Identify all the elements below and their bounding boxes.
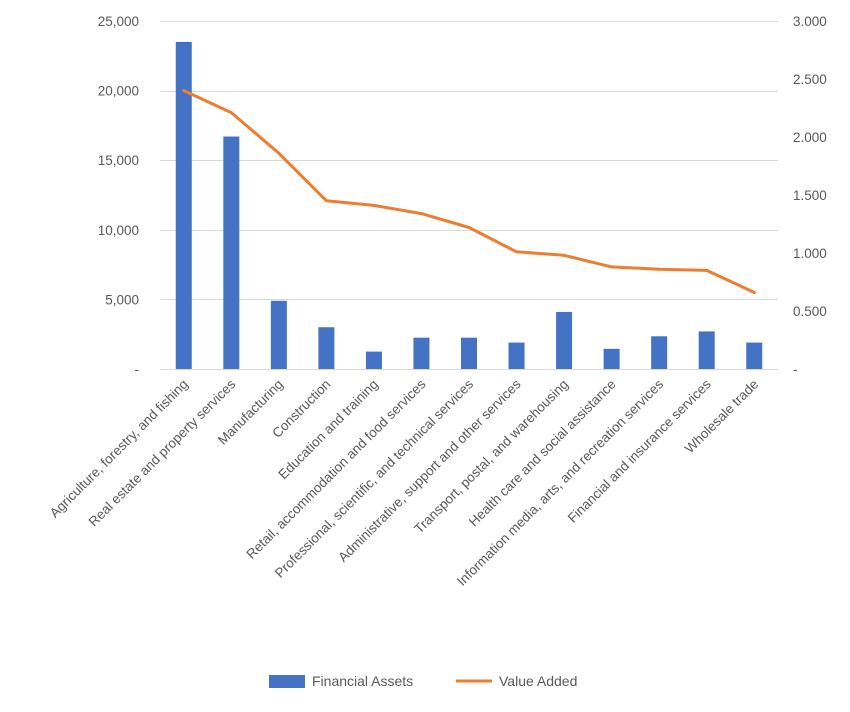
point-value-added xyxy=(419,212,423,216)
left-axis-tick-label: 10,000 xyxy=(98,223,139,238)
bar-financial-assets xyxy=(413,337,430,369)
gridlines xyxy=(160,21,778,370)
bar-financial-assets xyxy=(746,342,763,369)
legend-label-financial-assets: Financial Assets xyxy=(312,673,413,689)
point-value-added xyxy=(610,265,614,269)
bar-financial-assets xyxy=(603,348,620,369)
right-axis-ticks: - 0.500 1.000 1.500 2.000 2.500 3.000 xyxy=(793,14,827,377)
bar-financial-assets xyxy=(651,336,668,369)
point-value-added xyxy=(229,111,233,115)
point-value-added xyxy=(182,89,186,93)
left-axis-tick-label: 25,000 xyxy=(98,14,139,29)
bar-financial-assets xyxy=(556,311,573,369)
point-value-added xyxy=(515,250,519,254)
value-added-line xyxy=(182,89,756,294)
bar-financial-assets xyxy=(461,337,477,369)
point-value-added xyxy=(372,203,376,207)
right-axis-tick-label: 1.000 xyxy=(793,246,827,261)
left-axis-tick-label: - xyxy=(135,362,140,377)
right-axis-tick-label: 3.000 xyxy=(793,14,827,29)
legend: Financial Assets Value Added xyxy=(269,673,577,689)
point-value-added xyxy=(752,290,756,294)
left-axis-tick-label: 20,000 xyxy=(98,84,139,99)
right-axis-tick-label: 0.500 xyxy=(793,304,827,319)
right-axis-tick-label: 1.500 xyxy=(793,188,827,203)
bar-financial-assets xyxy=(270,300,287,369)
left-axis-ticks: - 5,000 10,000 15,000 20,000 25,000 xyxy=(98,14,139,377)
bar-financial-assets xyxy=(508,342,525,369)
bar-financial-assets xyxy=(175,41,192,369)
point-value-added xyxy=(324,199,328,203)
left-axis-tick-label: 5,000 xyxy=(105,292,139,307)
right-axis-tick-label: 2.500 xyxy=(793,72,827,87)
left-axis-tick-label: 15,000 xyxy=(98,153,139,168)
bar-financial-assets xyxy=(698,331,715,369)
legend-swatch-financial-assets xyxy=(269,675,305,688)
right-axis-tick-label: 2.000 xyxy=(793,130,827,145)
point-value-added xyxy=(277,151,281,155)
bar-financial-assets xyxy=(223,136,240,369)
legend-label-value-added: Value Added xyxy=(499,673,577,689)
point-value-added xyxy=(705,268,709,272)
bar-financial-assets xyxy=(365,351,382,369)
point-value-added xyxy=(562,253,566,257)
point-value-added xyxy=(467,225,471,229)
financial-assets-bars xyxy=(175,41,763,369)
category-label: Retail, accommodation and food services xyxy=(243,376,428,561)
right-axis-tick-label: - xyxy=(793,362,798,377)
point-value-added xyxy=(657,267,661,271)
line-value-added xyxy=(182,89,756,294)
bar-financial-assets xyxy=(318,327,335,369)
